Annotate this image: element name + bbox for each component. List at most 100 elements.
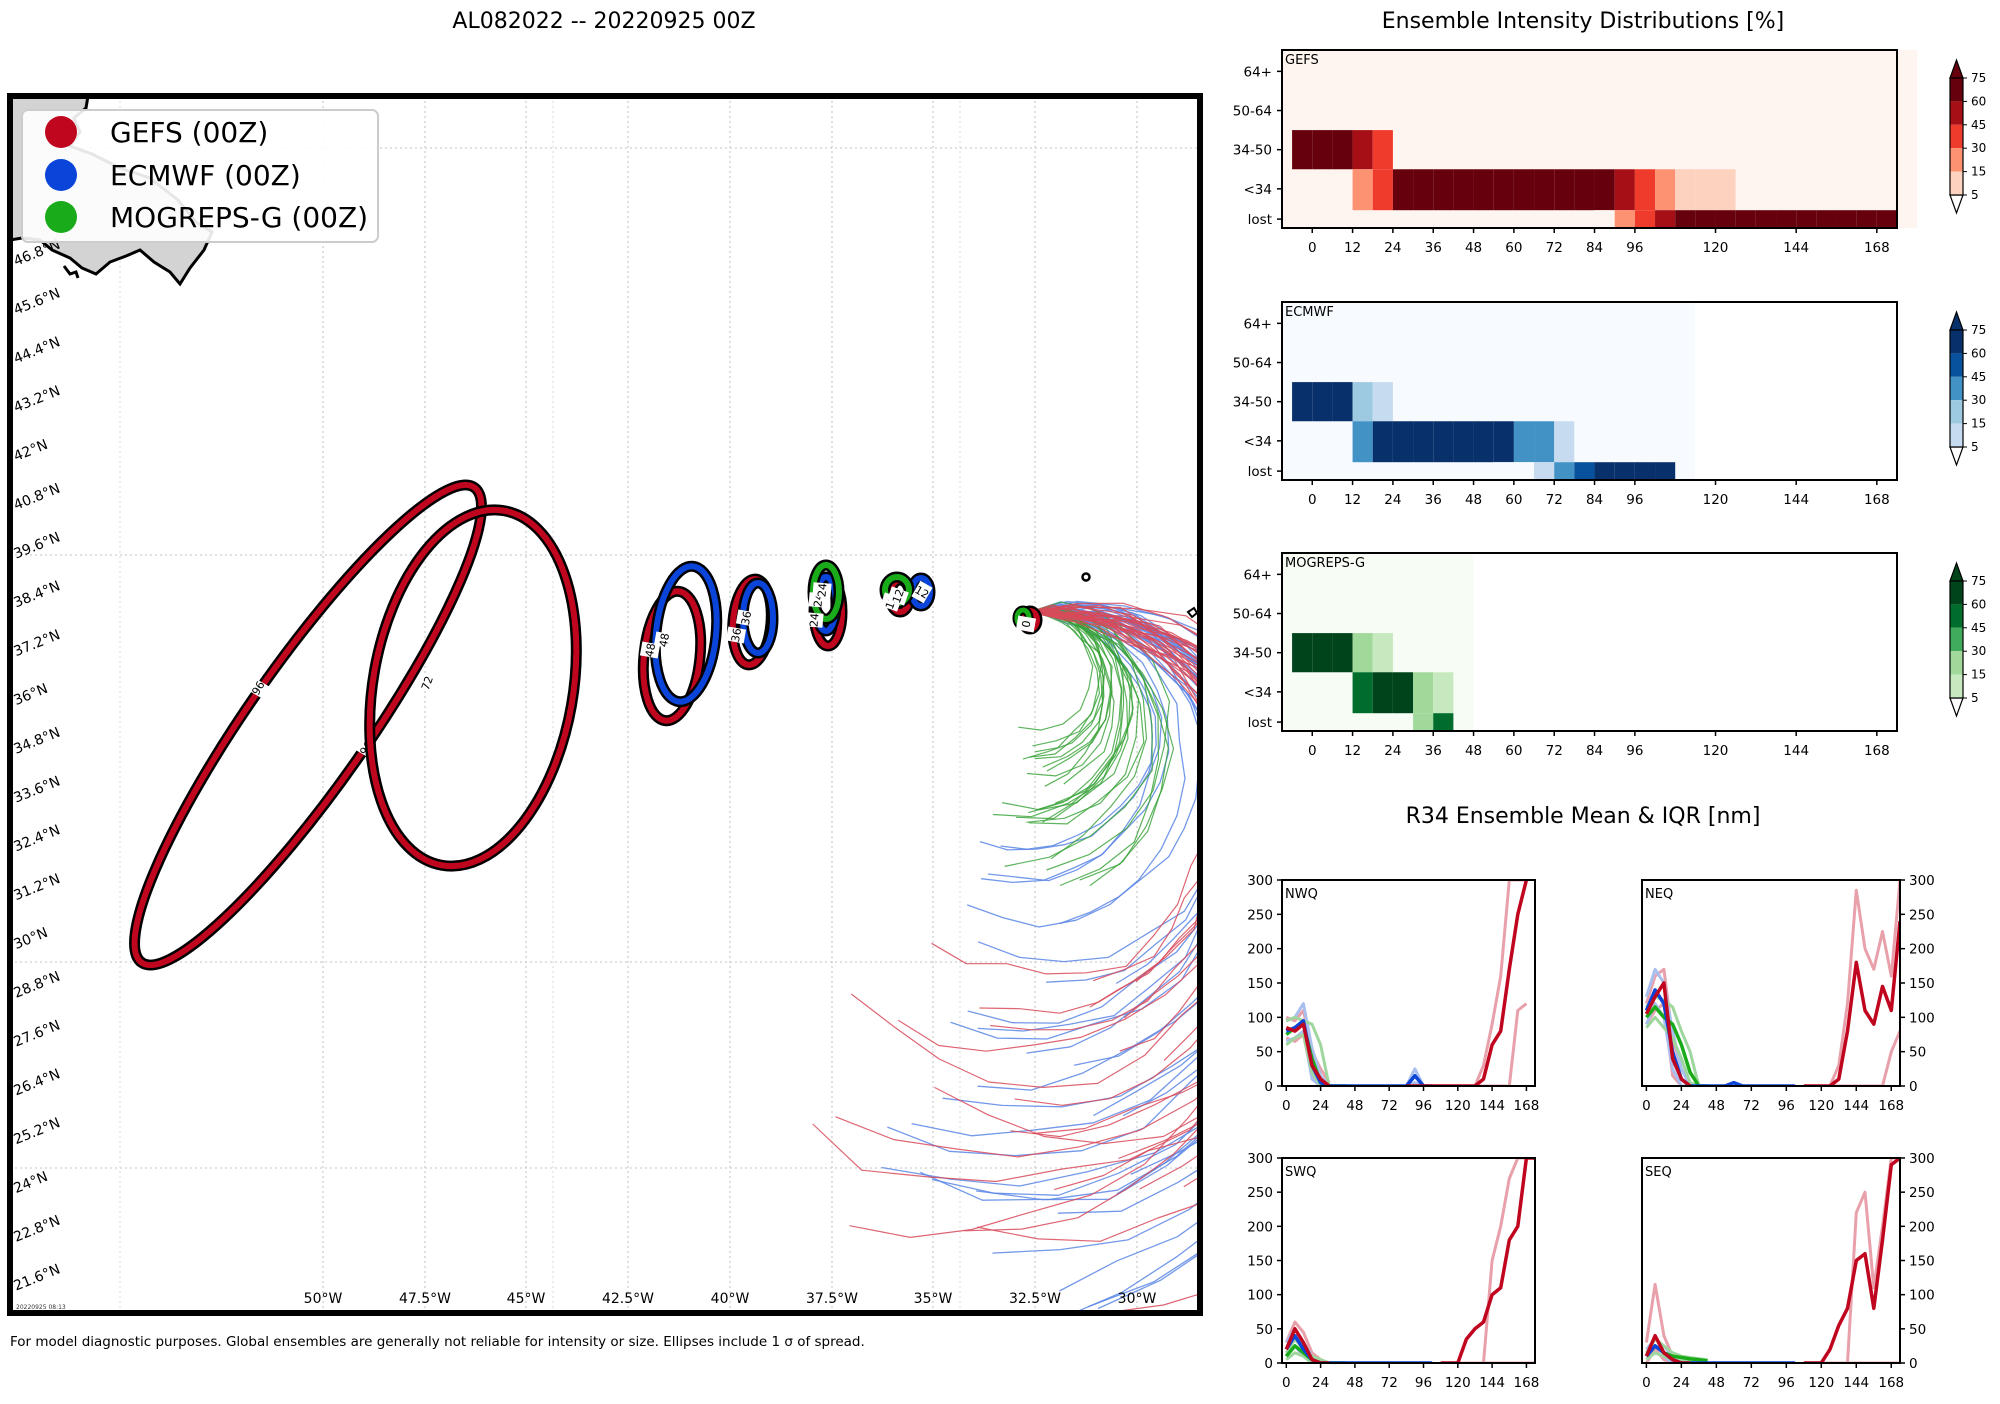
heatmap-x-tick: 0 xyxy=(1308,743,1317,759)
r34-x-tick: 96 xyxy=(1415,1098,1432,1114)
heatmap-cell xyxy=(1312,90,1333,131)
heatmap-mogreps-g: MOGREPS-G 64+ 50-64 34-50 <34 lost 0 12 24 36 48 60… xyxy=(1233,552,1986,759)
r34-mean-line xyxy=(1406,880,1529,1086)
r34-iqr-line xyxy=(1645,1002,1796,1086)
r34-mean-line xyxy=(1440,1158,1535,1363)
heatmap-cell xyxy=(1292,382,1313,422)
longitude-labels: 50°W 47.5°W 45°W 42.5°W 40°W 37.5°W 35°W 32.5°W… xyxy=(304,1291,1157,1307)
colorbar: 75 60 45 30 15 5 xyxy=(1949,58,1986,215)
heatmap-cell xyxy=(1493,421,1514,463)
r34-x-tick: 96 xyxy=(1778,1098,1795,1114)
heatmap-cell xyxy=(1513,462,1535,480)
r34-y-tick: 200 xyxy=(1909,942,1935,958)
map-footnote: For model diagnostic purposes. Global en… xyxy=(10,1334,865,1350)
r34-y-tick: 300 xyxy=(1909,873,1935,889)
r34-x-tick: 144 xyxy=(1843,1375,1869,1391)
colorbar-tick: 5 xyxy=(1971,188,1979,202)
r34-iqr-line xyxy=(1285,1351,1347,1363)
heatmap-cell xyxy=(1614,462,1635,480)
heatmap-cell xyxy=(1372,633,1393,673)
heatmap-x-tick: 168 xyxy=(1864,743,1890,759)
heatmap-cell xyxy=(1796,169,1817,211)
r34-y-tick: 250 xyxy=(1247,907,1273,923)
ellipse-hour-label: 48 xyxy=(639,641,661,659)
map-gridlines xyxy=(10,96,1200,1313)
r34-y-tick: 50 xyxy=(1909,1322,1926,1338)
heatmap-cell xyxy=(1675,210,1696,228)
heatmap-cell xyxy=(1513,169,1535,211)
heatmap-x-tick: 12 xyxy=(1344,492,1361,508)
r34-y-tick: 150 xyxy=(1247,1254,1273,1270)
heatmap-x-tick: 24 xyxy=(1384,492,1401,508)
heatmap-x-tick: 24 xyxy=(1384,743,1401,759)
r34-x-tick: 48 xyxy=(1346,1375,1363,1391)
lon-label: 40°W xyxy=(711,1291,750,1307)
heatmap-row-label: lost xyxy=(1248,715,1272,731)
heatmap-cell xyxy=(1372,130,1393,170)
heatmap-cell xyxy=(1493,169,1514,211)
map-timestamp: 20220925 08:13 xyxy=(16,1304,66,1311)
colorbar-tick: 75 xyxy=(1971,71,1986,85)
r34-seq: SEQ 0 24 48 72 96 120 144 168 0 50 100 150 200 250 300 xyxy=(1641,1151,1935,1391)
heatmap-cell xyxy=(1352,169,1373,211)
heatmap-cell xyxy=(1332,633,1353,673)
svg-text:48: 48 xyxy=(657,632,672,648)
lon-label: 35°W xyxy=(914,1291,953,1307)
ensemble-track xyxy=(897,611,1200,1052)
intensity-heatmaps: GEFS 64+ 50-64 34-50 <34 lost 0 12 24 36 48 60 72 84 9… xyxy=(1233,49,1986,759)
r34-x-tick: 48 xyxy=(1346,1098,1363,1114)
heatmap-cell xyxy=(1655,462,1676,480)
heatmap-row-label: 64+ xyxy=(1244,64,1273,80)
heatmap-row-label: <34 xyxy=(1244,685,1273,701)
r34-y-tick: 150 xyxy=(1909,976,1935,992)
heatmap-cell xyxy=(1594,210,1615,228)
r34-y-tick: 50 xyxy=(1256,1045,1273,1061)
heatmap-x-tick: 120 xyxy=(1703,492,1729,508)
heatmap-cell xyxy=(1392,672,1414,714)
heatmap-x-tick: 72 xyxy=(1546,240,1563,256)
heatmap-row-label: <34 xyxy=(1244,182,1273,198)
r34-y-tick: 300 xyxy=(1247,1151,1273,1167)
heatmap-cell xyxy=(1493,462,1514,480)
heatmap-cell xyxy=(1735,169,1756,211)
heatmap-cell xyxy=(1352,130,1373,170)
r34-x-tick: 120 xyxy=(1808,1098,1834,1114)
heatmap-cell xyxy=(1755,210,1777,228)
colorbar-tick: 15 xyxy=(1971,417,1986,431)
ellipse-hour-label: 24 xyxy=(812,582,832,598)
ensemble-track xyxy=(1029,611,1200,650)
ensemble-track xyxy=(979,611,1200,1014)
heatmap-cell xyxy=(1312,382,1333,422)
ellipse-hour-label: 12 xyxy=(911,580,933,604)
heatmap-cell xyxy=(1372,421,1393,463)
heatmap-cell xyxy=(1392,169,1414,211)
heatmap-cell xyxy=(1594,421,1615,463)
r34-y-tick: 200 xyxy=(1247,1219,1273,1235)
heatmap-cell xyxy=(1554,462,1575,480)
colorbar: 75 60 45 30 15 5 xyxy=(1949,310,1986,467)
colorbar-tick: 75 xyxy=(1971,323,1986,337)
svg-text:0: 0 xyxy=(1019,620,1033,629)
heatmap-cell xyxy=(1372,672,1393,714)
ensemble-track xyxy=(1029,606,1113,772)
ensemble-track xyxy=(1029,611,1200,1135)
ecmwf-48h-ellipse xyxy=(649,560,723,708)
r34-y-tick: 50 xyxy=(1256,1322,1273,1338)
ensemble-track xyxy=(1029,600,1200,1310)
heatmap-x-tick: 84 xyxy=(1586,492,1603,508)
svg-text:12: 12 xyxy=(890,587,907,605)
legend-mogreps-label: MOGREPS-G (00Z) xyxy=(110,201,368,234)
heatmap-cell xyxy=(1776,169,1797,211)
r34-y-tick: 300 xyxy=(1247,873,1273,889)
heatmap-cell xyxy=(1372,382,1393,422)
heatmap-cell xyxy=(1413,713,1434,731)
heatmap-cell xyxy=(1534,169,1555,211)
heatmap-cell xyxy=(1594,169,1615,211)
r34-x-tick: 72 xyxy=(1381,1098,1398,1114)
heatmap-ecmwf: ECMWF 64+ 50-64 34-50 <34 lost 0 12 24 36 48 60 72 84… xyxy=(1233,301,1986,508)
heatmap-cell xyxy=(1554,421,1575,463)
heatmap-row-label: 64+ xyxy=(1244,316,1273,332)
heatmap-cell xyxy=(1574,169,1595,211)
svg-text:12: 12 xyxy=(912,583,931,601)
